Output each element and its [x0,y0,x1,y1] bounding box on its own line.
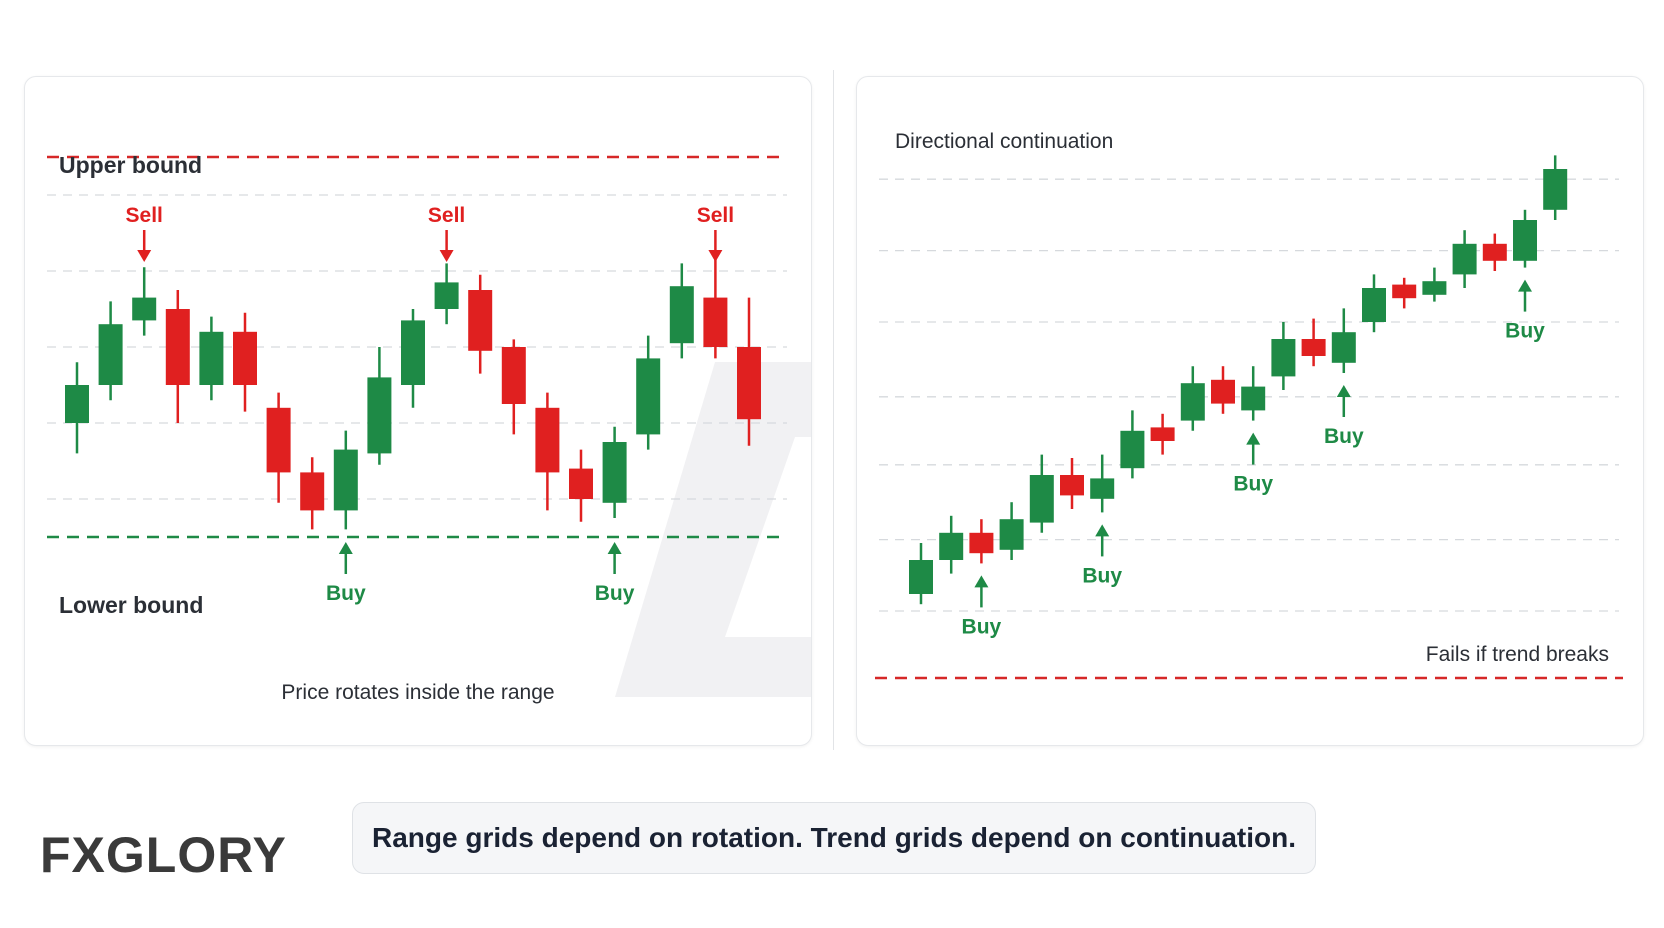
range-candle [132,297,157,321]
sell-signal-arrow-head [439,250,454,262]
buy-signal-label: Buy [962,615,1002,638]
trend-candle [909,560,933,594]
range-candle [535,407,560,473]
range-candle [636,358,661,435]
buy-signal-label: Buy [326,582,366,605]
trend-candle [1120,430,1145,469]
trend-candle [999,519,1024,550]
trend-candle [939,532,964,560]
logo-watermark [615,362,811,697]
range-candle [333,449,358,511]
trend-candle [1301,339,1326,356]
range-candle [98,324,123,385]
range-candle [434,282,459,309]
lower-bound-label: Lower bound [59,592,203,618]
range-candle [65,385,89,423]
trend-candle [1543,169,1568,210]
range-candle [165,309,190,385]
trend-candle [1362,288,1386,322]
buy-signal-label: Buy [1082,564,1122,587]
buy-signal-arrow-head [1336,385,1351,397]
range-grid-panel: Upper bound Lower bound Price rotates insi… [24,76,812,746]
range-candle [501,347,526,404]
buy-signal-label: Buy [595,582,635,605]
buy-signal-arrow-head [1518,279,1532,292]
brand-logo: FXGLORY [40,830,287,880]
trend-candle [1180,383,1205,421]
buy-signal-arrow-head [338,542,353,554]
range-candle [233,331,257,385]
range-candle [199,331,224,385]
summary-caption-box: Range grids depend on rotation. Trend gr… [352,802,1316,874]
range-candle [602,442,627,503]
trend-candle [1150,427,1175,441]
trend-chart: Directional continuation Fails if trend b… [875,130,1623,680]
trend-chart-caption: Fails if trend breaks [1426,643,1609,666]
trend-grid-panel: Directional continuation Fails if trend b… [856,76,1644,746]
panel-divider [833,70,834,750]
sell-signal-arrow-head [137,250,152,262]
sell-signal-label: Sell [428,204,465,227]
trend-candle [1392,284,1417,299]
trend-candle [1422,281,1447,295]
trend-candle [969,532,994,554]
sell-signal-label: Sell [697,204,734,227]
range-candle [703,297,728,347]
trend-candle [1060,475,1084,496]
buy-signal-arrow-head [1246,432,1261,445]
buy-signal-arrow-head [607,542,622,554]
range-candle [401,320,425,385]
trend-candle [1241,386,1266,411]
range-candle [300,472,325,511]
sell-signal-label: Sell [126,204,163,227]
trend-candle [1029,475,1054,523]
range-candle [266,407,291,473]
range-chart: Upper bound Lower bound Price rotates insi… [47,152,811,704]
buy-signal-label: Buy [1233,473,1273,496]
logo-text: FXGLORY [40,827,287,883]
summary-caption: Range grids depend on rotation. Trend gr… [372,822,1296,853]
trend-candle [1271,339,1296,377]
buy-signal-label: Buy [1505,320,1545,343]
trend-chart-title: Directional continuation [895,130,1113,153]
trend-candle [1211,379,1235,404]
trend-candle [1090,478,1115,499]
trend-candle [1482,243,1507,261]
range-candle [737,347,761,420]
range-candle [468,290,493,351]
trend-candle [1331,332,1356,363]
sell-signal-arrow-head [708,250,723,262]
upper-bound-label: Upper bound [59,152,202,178]
trend-candle [1452,243,1477,275]
trend-candle [1513,220,1537,261]
buy-signal-label: Buy [1324,425,1364,448]
buy-signal-arrow-head [974,575,989,588]
range-candle [669,286,694,344]
range-candle [569,468,593,499]
range-candle [367,377,392,454]
buy-signal-arrow-head [1095,524,1110,537]
range-chart-caption: Price rotates inside the range [281,681,554,704]
